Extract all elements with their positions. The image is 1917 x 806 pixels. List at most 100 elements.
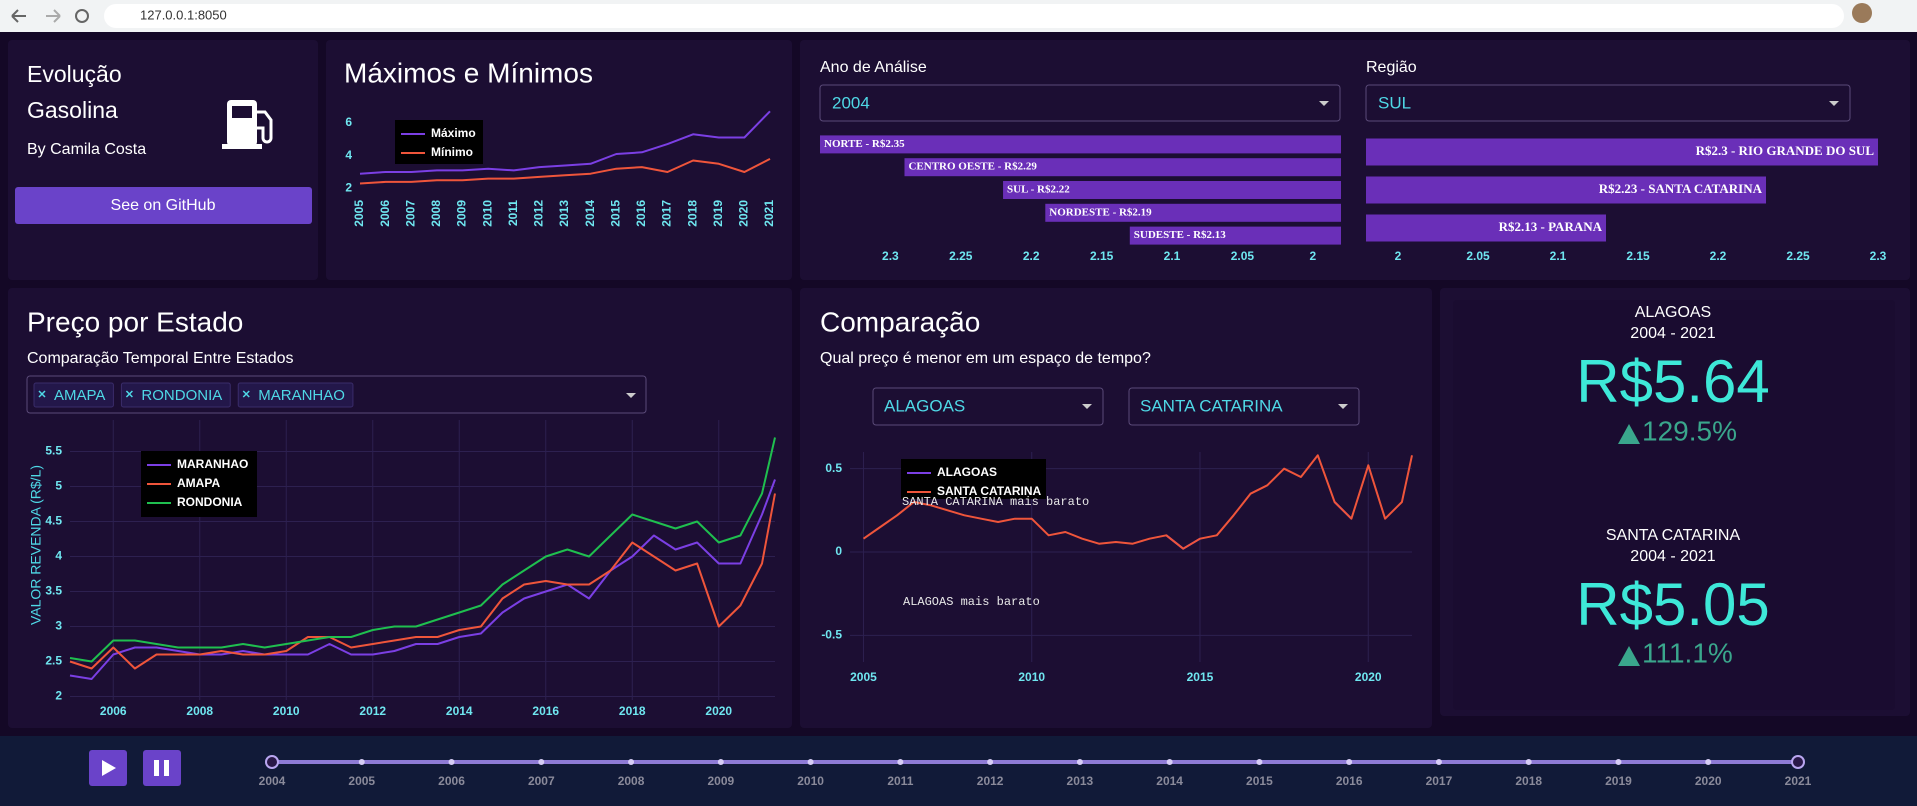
reload-icon[interactable] — [75, 9, 89, 23]
region-dropdown[interactable] — [1365, 84, 1851, 122]
x-tick-label: 2.25 — [1786, 249, 1810, 263]
kpi-period: 2004 - 2021 — [1630, 548, 1716, 565]
slider-label: 2018 — [1515, 774, 1542, 788]
x-tick-label: 2.2 — [1023, 249, 1040, 263]
chip-label: RONDONIA — [141, 387, 222, 404]
x-tick-label: 2.1 — [1164, 249, 1181, 263]
chart-subtitle: Comparação Temporal Entre Estados — [27, 350, 294, 367]
slider-dot — [1705, 759, 1712, 765]
y-tick-label: 3.5 — [45, 584, 62, 598]
legend-box — [395, 120, 483, 164]
url-field[interactable] — [104, 4, 1844, 28]
x-tick-label: 2007 — [403, 200, 417, 227]
legend-label: MARANHAO — [177, 457, 248, 471]
slider-label: 2012 — [977, 774, 1004, 788]
x-tick-label: 2.15 — [1626, 249, 1650, 263]
x-tick-label: 2013 — [557, 200, 571, 227]
slider-dot — [897, 759, 904, 765]
kpi-change: 129.5% — [1642, 415, 1737, 446]
pause-button[interactable] — [143, 750, 181, 786]
series-line — [862, 454, 1413, 550]
chart-title: Comparação — [820, 306, 980, 337]
dropdown-value: ALAGOAS — [884, 396, 965, 415]
compare-dropdown[interactable] — [872, 387, 1104, 426]
x-tick-label: 2015 — [1187, 670, 1214, 684]
control-label: Ano de Análise — [820, 59, 927, 76]
bar-label: R$2.3 - RIO GRANDE DO SUL — [1696, 143, 1875, 158]
series-line — [359, 110, 771, 175]
x-tick-label: 2005 — [850, 670, 877, 684]
x-tick-label: 2009 — [455, 200, 469, 227]
slider-dot — [1525, 759, 1532, 765]
bar — [1366, 176, 1766, 204]
bar — [1003, 181, 1341, 199]
slider-dot — [448, 759, 455, 765]
bar-label: R$2.23 - SANTA CATARINA — [1599, 181, 1763, 196]
slider-dot — [1615, 759, 1622, 765]
compare-dropdown[interactable] — [1128, 387, 1360, 426]
legend-label: ALAGOAS — [937, 465, 997, 479]
url-text: 127.0.0.1:8050 — [140, 7, 227, 22]
x-tick-label: 2020 — [705, 704, 732, 718]
x-tick-label: 2018 — [619, 704, 646, 718]
kpi-card — [1453, 300, 1895, 710]
x-tick-label: 2006 — [378, 200, 392, 227]
chip[interactable] — [33, 382, 114, 408]
x-tick-label: 2.3 — [1870, 249, 1887, 263]
series-line — [69, 479, 776, 680]
legend-label: RONDONIA — [177, 495, 243, 509]
bar-label: NORDESTE - R$2.19 — [1049, 206, 1152, 218]
control-label: Região — [1366, 59, 1417, 76]
chip-remove-icon — [38, 390, 46, 398]
slider-dot — [628, 759, 635, 765]
y-tick-label: 6 — [345, 115, 352, 129]
slider-handle[interactable] — [1791, 755, 1805, 769]
slider-label: 2020 — [1695, 774, 1722, 788]
x-tick-label: 2015 — [608, 200, 622, 227]
chip-remove-icon — [242, 390, 250, 398]
chip[interactable] — [120, 382, 231, 408]
bar — [820, 135, 1341, 154]
slider-dot — [358, 759, 365, 765]
forward-icon[interactable] — [46, 9, 61, 23]
fuel-icon — [222, 100, 273, 149]
back-icon[interactable] — [11, 9, 26, 23]
year-dropdown[interactable] — [819, 84, 1341, 122]
chart-title: Máximos e Mínimos — [344, 57, 593, 88]
github-button[interactable] — [15, 187, 312, 224]
slider-label: 2009 — [707, 774, 734, 788]
kpi-price: R$5.64 — [1576, 348, 1769, 415]
dropdown-arrow — [1829, 101, 1839, 106]
x-tick-label: 2.3 — [882, 249, 899, 263]
y-tick-label: 3 — [55, 619, 62, 633]
dropdown-arrow — [626, 393, 636, 398]
annotation: SANTA CATARINA mais barato — [902, 495, 1089, 509]
y-tick-label: 4.5 — [45, 514, 62, 528]
slider-label: 2007 — [528, 774, 555, 788]
dropdown-value: SANTA CATARINA — [1140, 396, 1283, 415]
avatar[interactable] — [1852, 3, 1872, 23]
chip[interactable] — [237, 382, 354, 408]
slider-handle[interactable] — [265, 755, 279, 769]
kpi-state: ALAGOAS — [1635, 304, 1711, 321]
x-tick-label: 2.05 — [1466, 249, 1490, 263]
up-triangle — [1618, 646, 1640, 666]
x-tick-label: 2014 — [583, 200, 597, 227]
slider-dot — [1435, 759, 1442, 765]
pause-icon — [164, 760, 169, 776]
x-tick-label: 2006 — [100, 704, 127, 718]
chip-label: MARANHAO — [258, 387, 345, 404]
play-icon — [102, 760, 116, 776]
legend-label: SANTA CATARINA — [937, 484, 1042, 498]
x-tick-label: 2.2 — [1710, 249, 1727, 263]
series-line — [359, 158, 771, 185]
x-tick-label: 2005 — [352, 200, 366, 227]
bar — [1366, 138, 1878, 166]
slider-label: 2016 — [1336, 774, 1363, 788]
x-tick-label: 2010 — [1018, 670, 1045, 684]
slider-label: 2010 — [797, 774, 824, 788]
x-tick-label: 2019 — [711, 200, 725, 227]
slider-dot — [987, 759, 994, 765]
slider-bar — [0, 736, 1917, 806]
